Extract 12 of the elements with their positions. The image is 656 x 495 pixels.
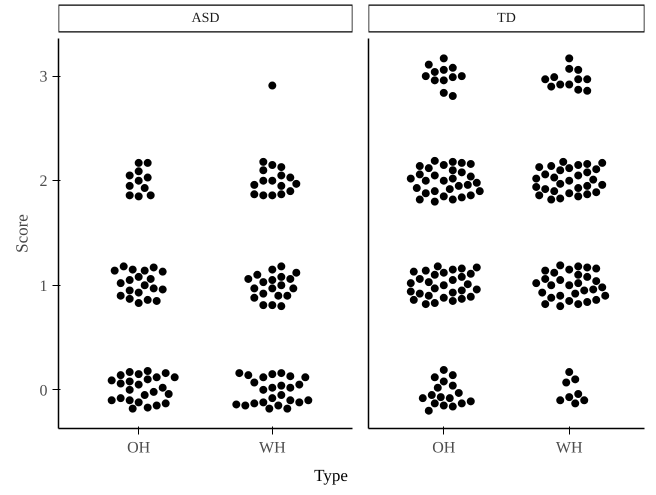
x-tick-label: OH (127, 440, 151, 456)
y-tick-label: 0 (40, 382, 48, 400)
chart-title: TD (497, 11, 516, 26)
y-tick-label: 3 (40, 68, 48, 86)
y-tick-label: 1 (40, 278, 48, 295)
y-axis-title: Score (12, 214, 32, 253)
chart-title: ASD (191, 11, 220, 26)
x-axis-title: Type (314, 465, 348, 487)
x-tick-label: WH (258, 440, 286, 456)
x-tick-label: OH (432, 440, 456, 456)
x-tick-label: WH (556, 440, 583, 456)
y-tick-label: 2 (40, 173, 48, 190)
